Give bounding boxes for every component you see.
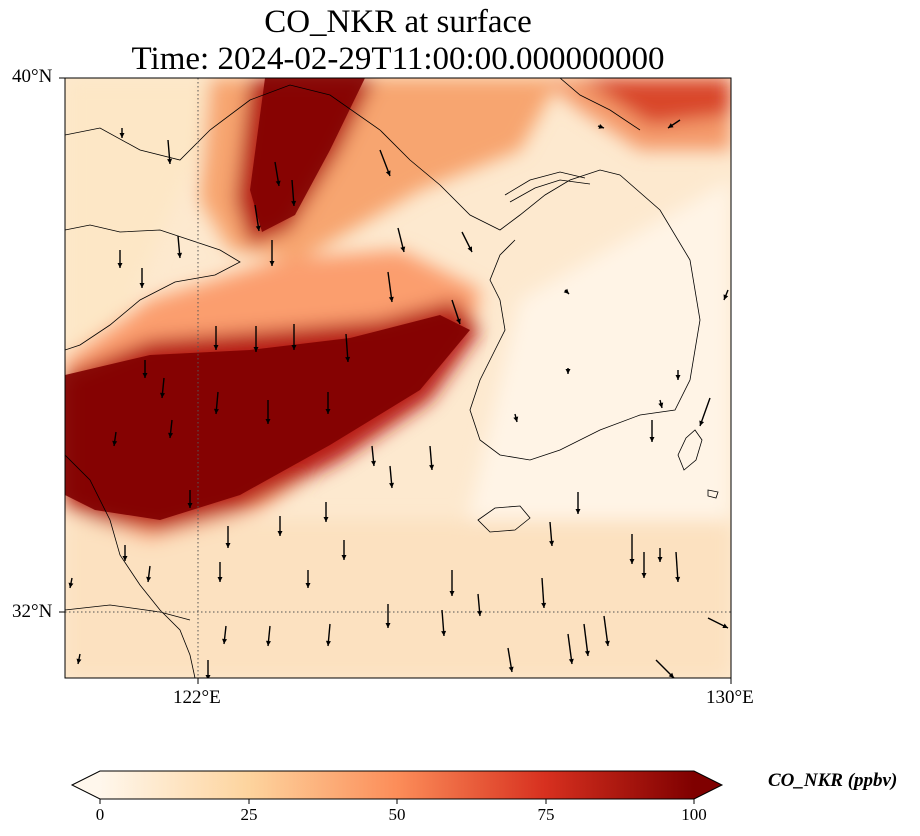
wind-arrow-head — [146, 576, 152, 582]
wind-arrow-head — [575, 509, 581, 514]
wind-arrow-head — [341, 555, 347, 560]
concentration-field — [65, 78, 731, 678]
wind-arrow-head — [222, 638, 228, 644]
wind-arrow-head — [345, 356, 351, 362]
wind-arrow-shaft — [603, 615, 609, 647]
wind-arrow-head — [325, 409, 331, 414]
wind-arrow-head — [385, 170, 391, 176]
wind-arrow-head — [598, 124, 604, 129]
colorbar-tick-25: 25 — [240, 805, 258, 824]
wind-arrow-head — [371, 460, 376, 466]
map-frame — [64, 77, 732, 679]
wind-arrow-shaft — [583, 623, 589, 657]
lat-tick-40n: 40°N — [12, 66, 53, 87]
wind-arrow-head — [629, 559, 635, 564]
wind-arrow-head — [225, 543, 231, 548]
wind-arrow-head — [253, 347, 259, 352]
wind-arrow-head — [668, 672, 674, 678]
lat-tick-32n: 32°N — [12, 601, 53, 622]
wind-arrow-head — [269, 261, 275, 266]
wind-arrow-head — [429, 464, 435, 470]
wind-arrow-head — [723, 294, 729, 300]
wind-arrow-head — [657, 557, 663, 562]
wind-arrow-head — [456, 318, 461, 324]
wind-arrow-head — [641, 573, 647, 578]
wind-arrow-head — [388, 296, 394, 302]
colorbar-tick-100: 100 — [681, 805, 707, 824]
wind-arrow-head — [568, 658, 574, 664]
wind-arrow-head — [441, 630, 447, 636]
wind-arrow-head — [205, 675, 211, 678]
wind-arrow-head — [668, 123, 674, 128]
wind-arrow-head — [213, 345, 219, 350]
colorbar — [70, 770, 724, 804]
wind-arrow-head — [160, 392, 165, 398]
wind-arrow-head — [513, 416, 519, 422]
wind-arrow-head — [658, 402, 664, 408]
wind-arrow-head — [217, 577, 223, 582]
wind-arrow-head — [675, 576, 681, 582]
wind-arrow-head — [167, 158, 173, 164]
map-title-line2: Time: 2024-02-29T11:00:00.000000000 — [131, 41, 665, 77]
wind-arrow-head — [305, 583, 311, 588]
wind-arrow-head — [563, 288, 569, 294]
wind-arrow-head — [604, 640, 610, 646]
colorbar-extend-high — [694, 771, 722, 799]
wind-arrow-head — [266, 640, 271, 646]
wind-arrow-head — [541, 602, 547, 608]
wind-arrow-head — [142, 373, 148, 378]
wind-arrow-head — [117, 263, 123, 268]
wind-arrow-head — [68, 582, 74, 588]
wind-arrow-head — [565, 369, 571, 374]
colorbar-label: CO_NKR (ppbv) — [768, 770, 898, 791]
gridlines — [65, 78, 731, 678]
wind-arrow-head — [323, 517, 329, 522]
wind-arrow-head — [275, 180, 281, 186]
colorbar-tick-75: 75 — [537, 805, 555, 824]
wind-arrow-head — [584, 650, 590, 656]
wind-arrow-head — [213, 408, 219, 414]
wind-arrow-head — [699, 420, 705, 426]
wind-arrow-head — [122, 556, 128, 561]
wind-arrow-head — [385, 623, 391, 628]
wind-arrow-shaft — [675, 551, 679, 583]
wind-arrow-head — [76, 658, 82, 664]
wind-arrow-head — [389, 482, 395, 488]
wind-arrow-head — [177, 252, 183, 258]
wind-arrow-head — [187, 503, 193, 508]
colorbar-extend-low — [72, 771, 100, 799]
wind-vectors — [68, 119, 729, 678]
colorbar-gradient — [100, 771, 694, 799]
wind-arrow-head — [265, 419, 271, 424]
colorbar-tick-50: 50 — [388, 805, 406, 824]
wind-arrow-head — [467, 246, 472, 252]
wind-arrow-head — [549, 540, 555, 546]
wind-arrow-head — [119, 133, 125, 138]
wind-arrow-head — [255, 225, 261, 231]
wind-arrow-head — [277, 531, 283, 536]
wind-arrow-head — [722, 623, 728, 628]
wind-arrow-head — [325, 640, 331, 646]
lon-tick-122e: 122°E — [173, 687, 221, 708]
lon-tick-130e: 130°E — [706, 687, 754, 708]
wind-arrow-head — [649, 437, 655, 442]
coastlines — [65, 78, 719, 678]
wind-arrow-head — [168, 432, 174, 438]
wind-arrow-head — [112, 440, 118, 446]
wind-arrow-head — [508, 666, 514, 672]
wind-arrow-head — [477, 610, 483, 616]
wind-arrow-head — [449, 591, 455, 596]
wind-arrow-head — [291, 345, 297, 350]
wind-arrow-head — [675, 375, 681, 380]
wind-arrow-head — [400, 246, 406, 252]
map-title-line1: CO_NKR at surface — [264, 4, 532, 40]
colorbar-tick-0: 0 — [95, 805, 105, 824]
wind-arrow-shaft — [541, 577, 545, 609]
wind-arrow-head — [291, 200, 297, 206]
wind-arrow-shaft — [387, 271, 393, 303]
wind-arrow-head — [139, 283, 145, 288]
wind-arrow-shaft — [567, 633, 573, 665]
